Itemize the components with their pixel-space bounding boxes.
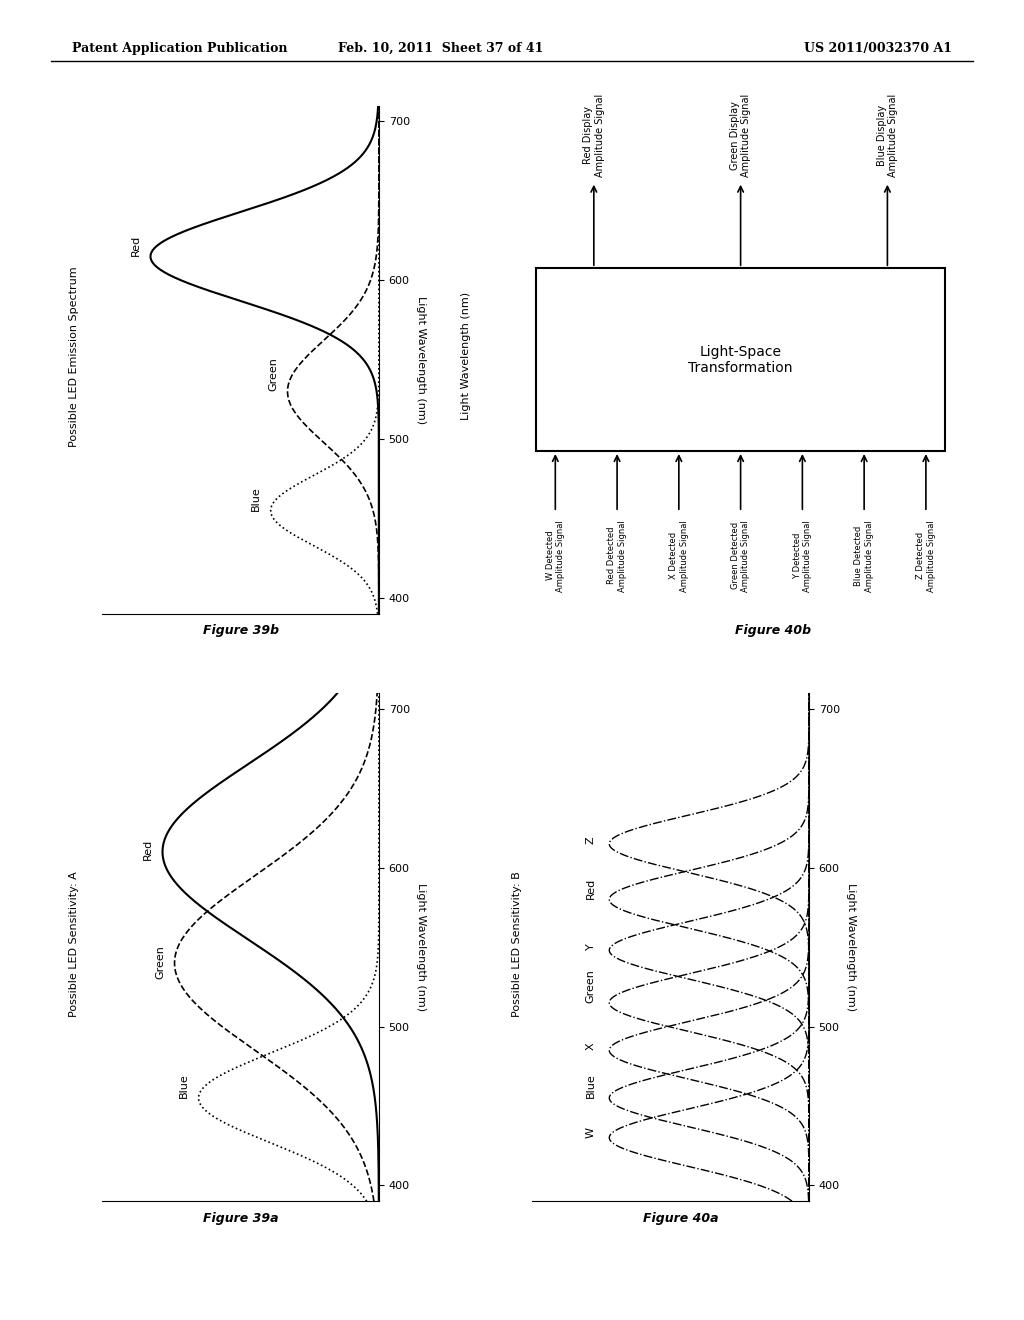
Text: Light Wavelength (nm): Light Wavelength (nm) xyxy=(461,292,471,421)
Text: Figure 40b: Figure 40b xyxy=(735,624,811,638)
Text: US 2011/0032370 A1: US 2011/0032370 A1 xyxy=(804,42,952,55)
Text: Figure 39b: Figure 39b xyxy=(203,624,279,638)
Text: Red: Red xyxy=(586,878,596,899)
Text: Blue: Blue xyxy=(586,1073,596,1098)
Text: Patent Application Publication: Patent Application Publication xyxy=(72,42,287,55)
Text: Blue Display
Amplitude Signal: Blue Display Amplitude Signal xyxy=(877,94,898,177)
Text: Blue: Blue xyxy=(251,486,261,511)
Text: Figure 39a: Figure 39a xyxy=(203,1212,279,1225)
Y-axis label: Light Wavelength (nm): Light Wavelength (nm) xyxy=(847,883,856,1011)
Text: Feb. 10, 2011  Sheet 37 of 41: Feb. 10, 2011 Sheet 37 of 41 xyxy=(338,42,543,55)
Text: Blue: Blue xyxy=(179,1073,189,1098)
Text: Light-Space
Transformation: Light-Space Transformation xyxy=(688,345,793,375)
Bar xyxy=(537,268,945,451)
Text: Possible LED Emission Spectrum: Possible LED Emission Spectrum xyxy=(69,267,79,446)
Text: Green: Green xyxy=(586,969,596,1003)
Text: Possible LED Sensitivity: A: Possible LED Sensitivity: A xyxy=(69,871,79,1016)
Text: W: W xyxy=(586,1127,596,1138)
Text: Red: Red xyxy=(131,235,141,256)
Text: Green Detected
Amplitude Signal: Green Detected Amplitude Signal xyxy=(731,520,751,591)
Text: Blue Detected
Amplitude Signal: Blue Detected Amplitude Signal xyxy=(854,520,873,591)
Y-axis label: Light Wavelength (nm): Light Wavelength (nm) xyxy=(417,883,426,1011)
Text: Figure 40a: Figure 40a xyxy=(643,1212,719,1225)
Text: Y: Y xyxy=(586,944,596,950)
Text: Possible LED Sensitivity: B: Possible LED Sensitivity: B xyxy=(512,871,522,1016)
Text: W Detected
Amplitude Signal: W Detected Amplitude Signal xyxy=(546,520,565,591)
Text: Red Detected
Amplitude Signal: Red Detected Amplitude Signal xyxy=(607,520,627,591)
Text: Y Detected
Amplitude Signal: Y Detected Amplitude Signal xyxy=(793,520,812,591)
Text: Green: Green xyxy=(268,358,279,392)
Text: Red Display
Amplitude Signal: Red Display Amplitude Signal xyxy=(583,94,604,177)
Text: Green Display
Amplitude Signal: Green Display Amplitude Signal xyxy=(730,94,752,177)
Text: Green: Green xyxy=(155,945,165,979)
Text: Z Detected
Amplitude Signal: Z Detected Amplitude Signal xyxy=(916,520,936,591)
Text: X: X xyxy=(586,1043,596,1051)
Text: X Detected
Amplitude Signal: X Detected Amplitude Signal xyxy=(669,520,688,591)
Y-axis label: Light Wavelength (nm): Light Wavelength (nm) xyxy=(417,296,426,424)
Text: Z: Z xyxy=(586,837,596,843)
Text: Red: Red xyxy=(143,838,153,859)
